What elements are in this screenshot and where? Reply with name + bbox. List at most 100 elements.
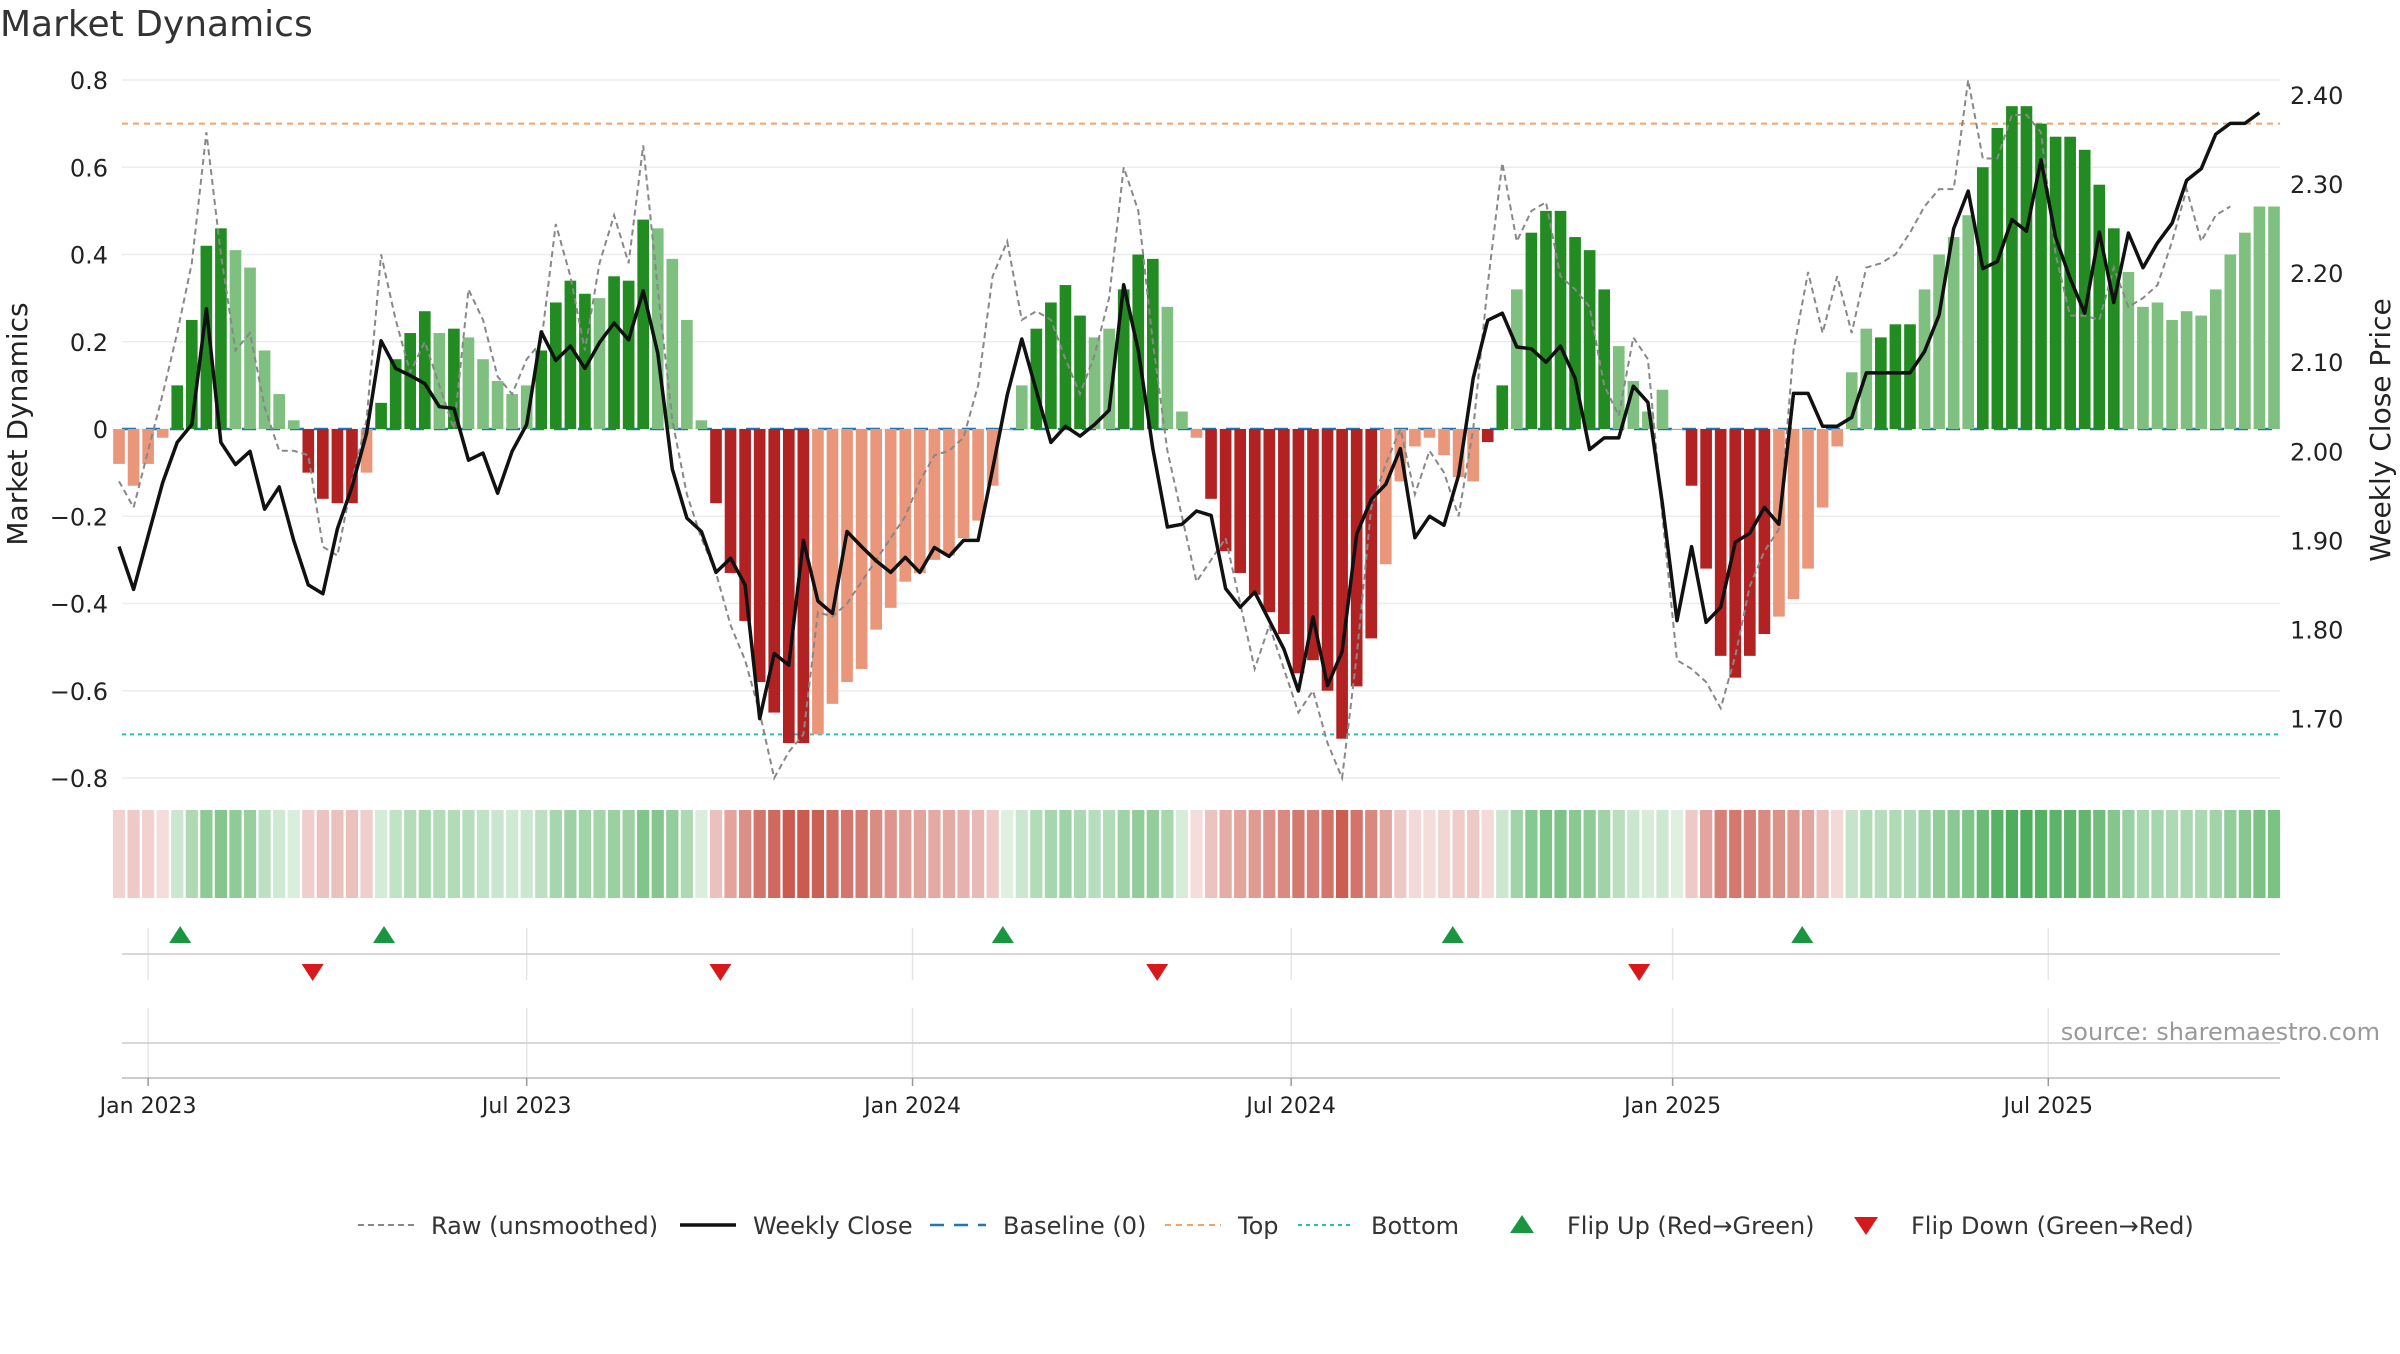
regime-cell	[797, 810, 810, 898]
regime-cell	[942, 810, 956, 898]
dynamics-bar	[1307, 429, 1319, 661]
dynamics-bar	[739, 429, 751, 621]
regime-cell	[1292, 810, 1305, 898]
y-tick-label: 0.2	[70, 329, 108, 357]
dynamics-bar	[535, 350, 548, 429]
x-axis: Jan 2023 Jul 2023 Jan 2024 Jul 2024 Jan 2025…	[98, 1078, 2093, 1119]
regime-cell	[156, 810, 169, 898]
regime-cell	[1874, 810, 1887, 898]
regime-cell	[2180, 810, 2193, 898]
regime-cell	[1321, 810, 1334, 898]
regime-cell	[986, 810, 999, 898]
dynamics-bar	[1904, 324, 1916, 429]
dynamics-bar	[258, 350, 271, 429]
dynamics-bar	[841, 429, 853, 683]
dynamics-bar	[1714, 429, 1727, 656]
dynamics-bar	[2108, 228, 2120, 429]
regime-cell	[1452, 810, 1465, 898]
dynamics-bar	[695, 420, 708, 429]
dynamics-bar	[681, 319, 693, 429]
regime-cell	[1204, 810, 1218, 898]
regime-cell	[1627, 810, 1640, 898]
dynamics-bar	[724, 429, 737, 573]
dynamics-bars	[113, 106, 2280, 744]
regime-cell	[957, 810, 970, 898]
y-axis-left: −0.8 −0.6 −0.4 −0.2 0 0.2 0.4 0.6 0.8	[50, 67, 108, 793]
regime-cell	[637, 810, 650, 898]
regime-cell	[1787, 810, 1800, 898]
dynamics-bar	[1248, 429, 1261, 595]
dynamics-bar	[986, 429, 999, 486]
y2-tick-label: 2.10	[2290, 349, 2343, 377]
raw-line	[118, 79, 2231, 782]
regime-cell	[549, 810, 562, 898]
regime-cell	[171, 810, 184, 898]
dynamics-bar	[1001, 429, 1014, 430]
dynamics-bar	[957, 429, 970, 539]
legend-swatch-flip-down	[1854, 1217, 1878, 1235]
regime-cell	[1437, 810, 1451, 898]
flip-up-marker	[1441, 926, 1464, 943]
dynamics-bar	[1176, 411, 1188, 429]
dynamics-bar	[768, 429, 781, 713]
regime-cell	[1903, 810, 1917, 898]
regime-cell	[724, 810, 737, 898]
dynamics-bar	[1088, 337, 1101, 429]
regime-cell	[1365, 810, 1378, 898]
regime-cell	[1568, 810, 1582, 898]
dynamics-bar	[1598, 289, 1611, 429]
regime-strip	[112, 810, 2281, 898]
flip-up-marker	[373, 926, 396, 943]
y-tick-label: −0.6	[50, 678, 108, 706]
dynamics-bar	[2166, 319, 2178, 429]
regime-cell	[520, 810, 533, 898]
regime-cell	[1219, 810, 1232, 898]
regime-cell	[1001, 810, 1014, 898]
flip-up-marker	[169, 926, 192, 943]
regime-cell	[2078, 810, 2091, 898]
dynamics-bar	[2137, 306, 2149, 429]
regime-cell	[1350, 810, 1363, 898]
regime-cell	[1641, 810, 1655, 898]
dynamics-bar	[1947, 237, 1960, 429]
regime-cell	[709, 810, 723, 898]
regime-cell	[535, 810, 548, 898]
regime-cell	[447, 810, 461, 898]
dynamics-bar	[360, 429, 373, 473]
dynamics-bar	[418, 311, 431, 429]
dynamics-bar	[637, 219, 650, 429]
dynamics-bar	[1976, 167, 1989, 429]
regime-cell	[2005, 810, 2019, 898]
dynamics-bar	[826, 429, 839, 704]
regime-cell	[1889, 810, 1902, 898]
dynamics-bar	[1569, 237, 1581, 429]
raw-series	[118, 79, 2231, 782]
dynamics-bar	[1511, 289, 1523, 429]
regime-cell	[2165, 810, 2179, 898]
dynamics-bar	[229, 250, 242, 429]
dynamics-bar	[1030, 328, 1043, 429]
legend: Raw (unsmoothed) Weekly Close Baseline (0)…	[358, 1212, 2194, 1240]
dynamics-bar	[1685, 429, 1698, 486]
dynamics-bar	[1278, 429, 1290, 635]
regime-cell	[1685, 810, 1698, 898]
dynamics-bar	[884, 429, 897, 608]
x-tick-label: Jul 2023	[480, 1094, 572, 1119]
regime-cell	[1277, 810, 1290, 898]
regime-cell	[2034, 810, 2048, 898]
dynamics-bar	[185, 319, 198, 429]
dynamics-bar	[404, 333, 417, 429]
flip-down-marker	[1628, 964, 1651, 981]
regime-cell	[2195, 810, 2208, 898]
regime-cell	[2093, 810, 2106, 898]
regime-cell	[1729, 810, 1742, 898]
dynamics-bar	[1496, 385, 1509, 429]
regime-cell	[1801, 810, 1815, 898]
regime-cell	[2224, 810, 2237, 898]
regime-cell	[1831, 810, 1844, 898]
regime-cell	[695, 810, 708, 898]
regime-cell	[491, 810, 504, 898]
dynamics-bar	[928, 429, 941, 560]
regime-cell	[214, 810, 228, 898]
